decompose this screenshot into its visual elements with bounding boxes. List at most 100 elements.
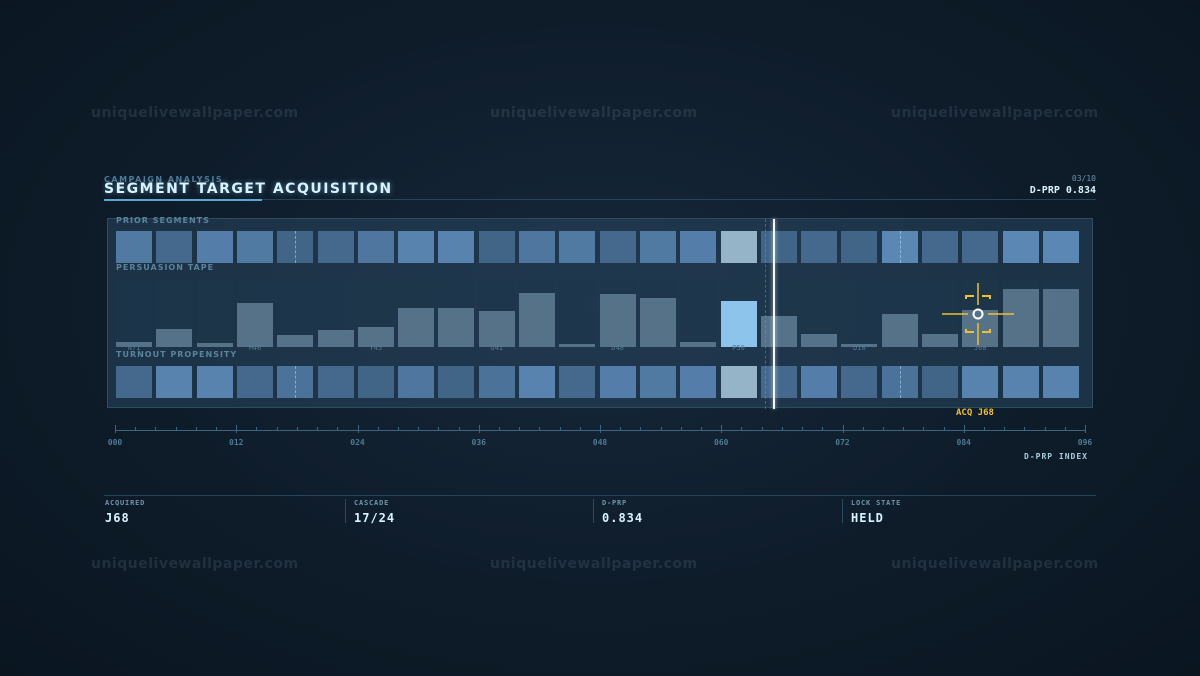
axis-tick: [175, 427, 177, 431]
persuasion-bar[interactable]: [801, 334, 838, 347]
dashed-marker: [899, 231, 901, 263]
persuasion-bar[interactable]: [478, 311, 515, 347]
persuasion-bar[interactable]: [236, 303, 273, 347]
axis-tick: [701, 427, 703, 431]
axis-tick: [923, 427, 925, 431]
persuasion-bar[interactable]: [1042, 289, 1079, 347]
cascade-cursor[interactable]: [773, 219, 775, 409]
persuasion-bar[interactable]: [881, 314, 918, 347]
turnout-segment-cell[interactable]: [357, 366, 394, 398]
prior-segment-cell[interactable]: [317, 231, 354, 263]
axis-tick: [559, 427, 561, 431]
prior-segment-cell[interactable]: [962, 231, 999, 263]
turnout-segment-cell[interactable]: [841, 366, 878, 398]
persuasion-bar[interactable]: [680, 342, 717, 347]
turnout-segment-cell[interactable]: [156, 366, 193, 398]
turnout-segment-cell[interactable]: [438, 366, 475, 398]
prior-segment-cell[interactable]: [1002, 231, 1039, 263]
persuasion-bar[interactable]: [639, 298, 676, 347]
prior-segment-cell[interactable]: [398, 231, 435, 263]
axis-tick-label: 012: [229, 438, 244, 447]
prior-segment-cell[interactable]: [559, 231, 596, 263]
persuasion-bar[interactable]: [116, 342, 152, 347]
tape-column: [841, 279, 878, 347]
turnout-segment-cell[interactable]: [116, 366, 152, 398]
turnout-segment-cell[interactable]: [760, 366, 797, 398]
prior-segment-cell[interactable]: [196, 231, 233, 263]
turnout-segment-cell[interactable]: [962, 366, 999, 398]
turnout-segment-cell[interactable]: [317, 366, 354, 398]
stat-key: D-PRP: [602, 499, 628, 507]
target-reticle-icon[interactable]: [942, 283, 1014, 345]
persuasion-bar[interactable]: [922, 334, 958, 347]
persuasion-bar[interactable]: [438, 308, 475, 347]
persuasion-bar[interactable]: [841, 344, 878, 347]
turnout-segment-cell[interactable]: [519, 366, 555, 398]
turnout-segment-cell[interactable]: [1042, 366, 1079, 398]
axis-tick: [296, 427, 298, 431]
bar-label: D48: [611, 344, 624, 352]
axis-tick: [276, 427, 278, 431]
axis-tick: [135, 427, 137, 431]
turnout-segment-cell[interactable]: [720, 366, 757, 398]
prior-segment-cell[interactable]: [438, 231, 475, 263]
turnout-segment-cell[interactable]: [236, 366, 273, 398]
prior-segment-cell[interactable]: [922, 231, 958, 263]
turnout-segment-cell[interactable]: [1002, 366, 1039, 398]
persuasion-bar[interactable]: [277, 335, 314, 347]
persuasion-bar[interactable]: [519, 293, 555, 347]
persuasion-bar[interactable]: [1002, 289, 1039, 347]
turnout-segment-cell[interactable]: [478, 366, 515, 398]
persuasion-bar[interactable]: [599, 294, 636, 347]
turnout-segment-cell[interactable]: [559, 366, 596, 398]
prior-segment-cell[interactable]: [357, 231, 394, 263]
axis-tick-label: 036: [471, 438, 486, 447]
bar-label: Y45: [369, 344, 383, 352]
prior-segment-cell[interactable]: [116, 231, 152, 263]
axis-tick: [256, 427, 258, 431]
persuasion-bar[interactable]: [559, 344, 596, 347]
prior-segment-cell[interactable]: [1042, 231, 1079, 263]
turnout-segment-cell[interactable]: [599, 366, 636, 398]
persuasion-bar[interactable]: [317, 330, 354, 347]
prior-segment-cell[interactable]: [519, 231, 555, 263]
axis-tick: [640, 427, 642, 431]
persuasion-bar[interactable]: [196, 343, 233, 347]
turnout-segment-cell[interactable]: [801, 366, 838, 398]
persuasion-bar[interactable]: [156, 329, 193, 347]
persuasion-bar[interactable]: [962, 310, 999, 347]
axis-tick: [963, 425, 965, 433]
axis-tick: [620, 427, 622, 431]
stat-cascade: CASCADE 17/24: [354, 499, 395, 525]
turnout-segment-cell[interactable]: [680, 366, 717, 398]
prior-segment-cell[interactable]: [236, 231, 273, 263]
stat-value: 17/24: [354, 511, 396, 525]
axis-tick-label: 048: [592, 438, 608, 447]
axis-tick-label: 024: [350, 438, 365, 447]
axis-tick: [236, 425, 238, 433]
prior-segment-cell[interactable]: [841, 231, 878, 263]
axis-tick: [155, 427, 157, 431]
prior-segment-cell[interactable]: [156, 231, 193, 263]
persuasion-bar[interactable]: [720, 301, 757, 347]
axis-tick: [397, 427, 399, 431]
prior-segment-cell[interactable]: [801, 231, 838, 263]
axis-tick: [943, 427, 945, 431]
turnout-segment-cell[interactable]: [398, 366, 435, 398]
prior-segment-cell[interactable]: [639, 231, 676, 263]
dprp-readout: D-PRP 0.834: [1029, 185, 1096, 196]
persuasion-bar[interactable]: [398, 308, 435, 347]
turnout-segment-cell[interactable]: [639, 366, 676, 398]
turnout-segment-cell[interactable]: [196, 366, 233, 398]
prior-segment-cell[interactable]: [760, 231, 797, 263]
prior-segment-cell[interactable]: [680, 231, 717, 263]
prior-segment-cell[interactable]: [478, 231, 515, 263]
axis-tick: [377, 427, 379, 431]
tape-column: [559, 279, 596, 347]
persuasion-bar[interactable]: [357, 327, 394, 347]
prior-segment-cell[interactable]: [599, 231, 636, 263]
prior-segment-cell[interactable]: [720, 231, 757, 263]
persuasion-bar[interactable]: [760, 316, 797, 347]
stat-value: HELD: [851, 511, 884, 525]
turnout-segment-cell[interactable]: [922, 366, 958, 398]
